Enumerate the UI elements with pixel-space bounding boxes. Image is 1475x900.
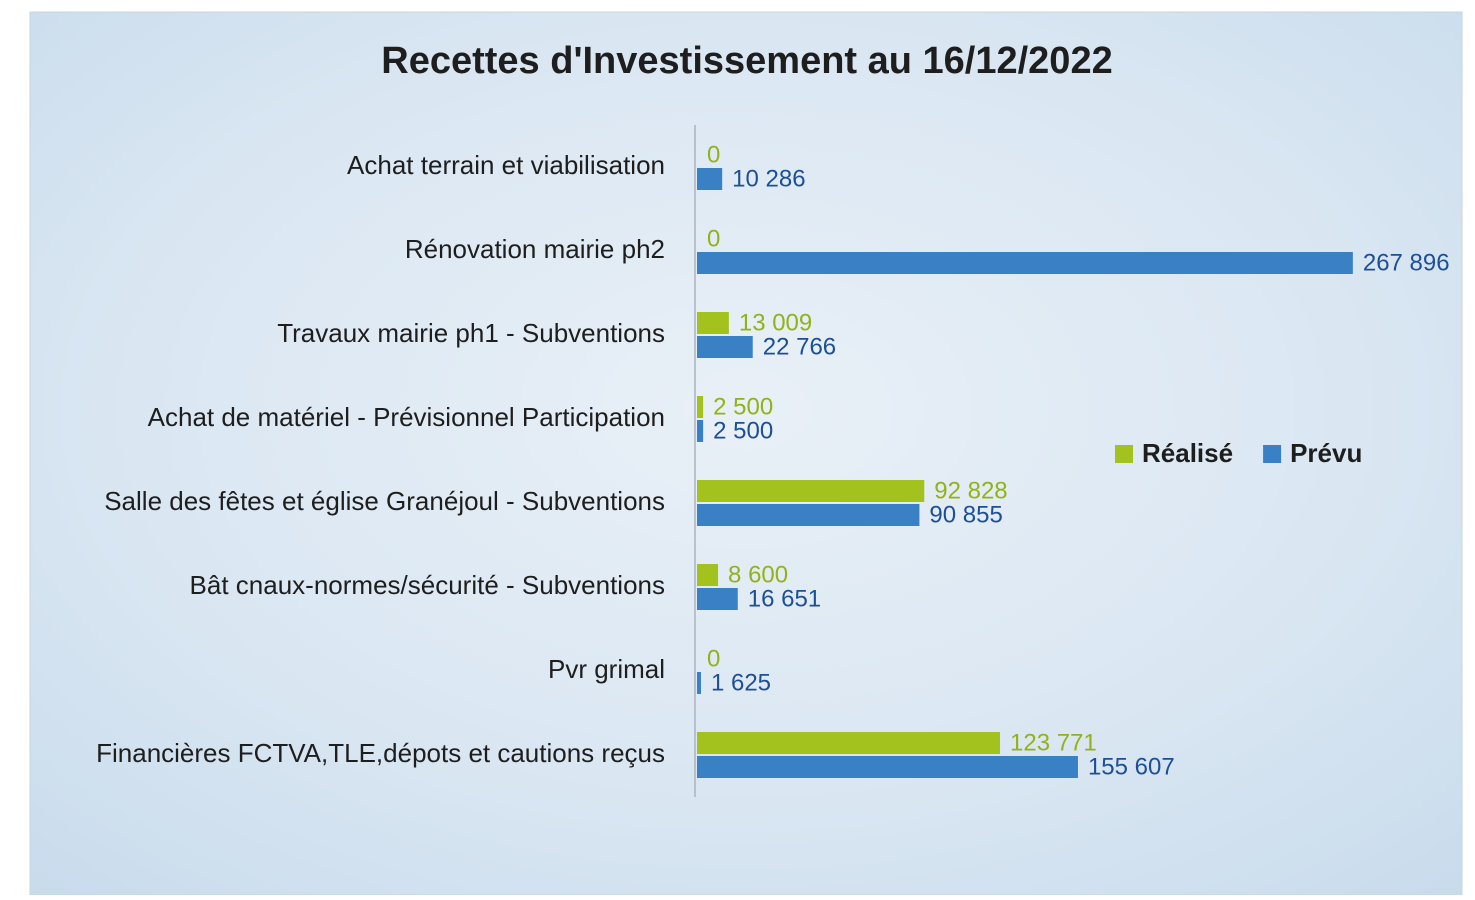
value-label: 92 828 — [934, 477, 1007, 504]
value-label: 8 600 — [728, 561, 788, 588]
category-label: Travaux mairie ph1 - Subventions — [277, 318, 665, 348]
value-label: 16 651 — [748, 585, 821, 612]
value-label: 0 — [707, 645, 720, 672]
value-label: 13 009 — [739, 309, 812, 336]
bar — [697, 672, 701, 694]
bar — [697, 312, 729, 334]
bar — [697, 564, 719, 586]
bar — [697, 336, 753, 358]
bar — [697, 588, 738, 610]
value-label: 267 896 — [1363, 249, 1450, 276]
legend-label: Réalisé — [1142, 438, 1233, 468]
legend-swatch — [1115, 445, 1133, 463]
value-label: 90 855 — [929, 501, 1002, 528]
chart-title: Recettes d'Investissement au 16/12/2022 — [381, 40, 1112, 82]
value-label: 1 625 — [711, 669, 771, 696]
bar — [697, 504, 920, 526]
bar — [697, 756, 1078, 778]
value-label: 2 500 — [713, 417, 773, 444]
value-label: 0 — [707, 225, 720, 252]
bar — [697, 396, 704, 418]
category-label: Achat de matériel - Prévisionnel Partici… — [148, 402, 665, 432]
category-label: Pvr grimal — [548, 654, 665, 684]
value-label: 0 — [707, 141, 720, 168]
category-label: Bât cnaux-normes/sécurité - Subventions — [190, 570, 665, 600]
value-label: 123 771 — [1010, 729, 1097, 756]
category-label: Achat terrain et viabilisation — [347, 150, 665, 180]
value-label: 2 500 — [713, 393, 773, 420]
bar — [697, 252, 1353, 274]
category-label: Rénovation mairie ph2 — [405, 234, 665, 264]
category-label: Financières FCTVA,TLE,dépots et cautions… — [96, 738, 665, 768]
value-label: 22 766 — [763, 333, 836, 360]
bar — [697, 168, 723, 190]
value-label: 155 607 — [1088, 753, 1175, 780]
value-label: 10 286 — [732, 165, 805, 192]
bar — [697, 420, 704, 442]
category-label: Salle des fêtes et église Granéjoul - Su… — [104, 486, 665, 516]
legend-label: Prévu — [1290, 438, 1362, 468]
bar — [697, 480, 925, 502]
legend-swatch — [1263, 445, 1282, 463]
bar — [697, 732, 1001, 754]
